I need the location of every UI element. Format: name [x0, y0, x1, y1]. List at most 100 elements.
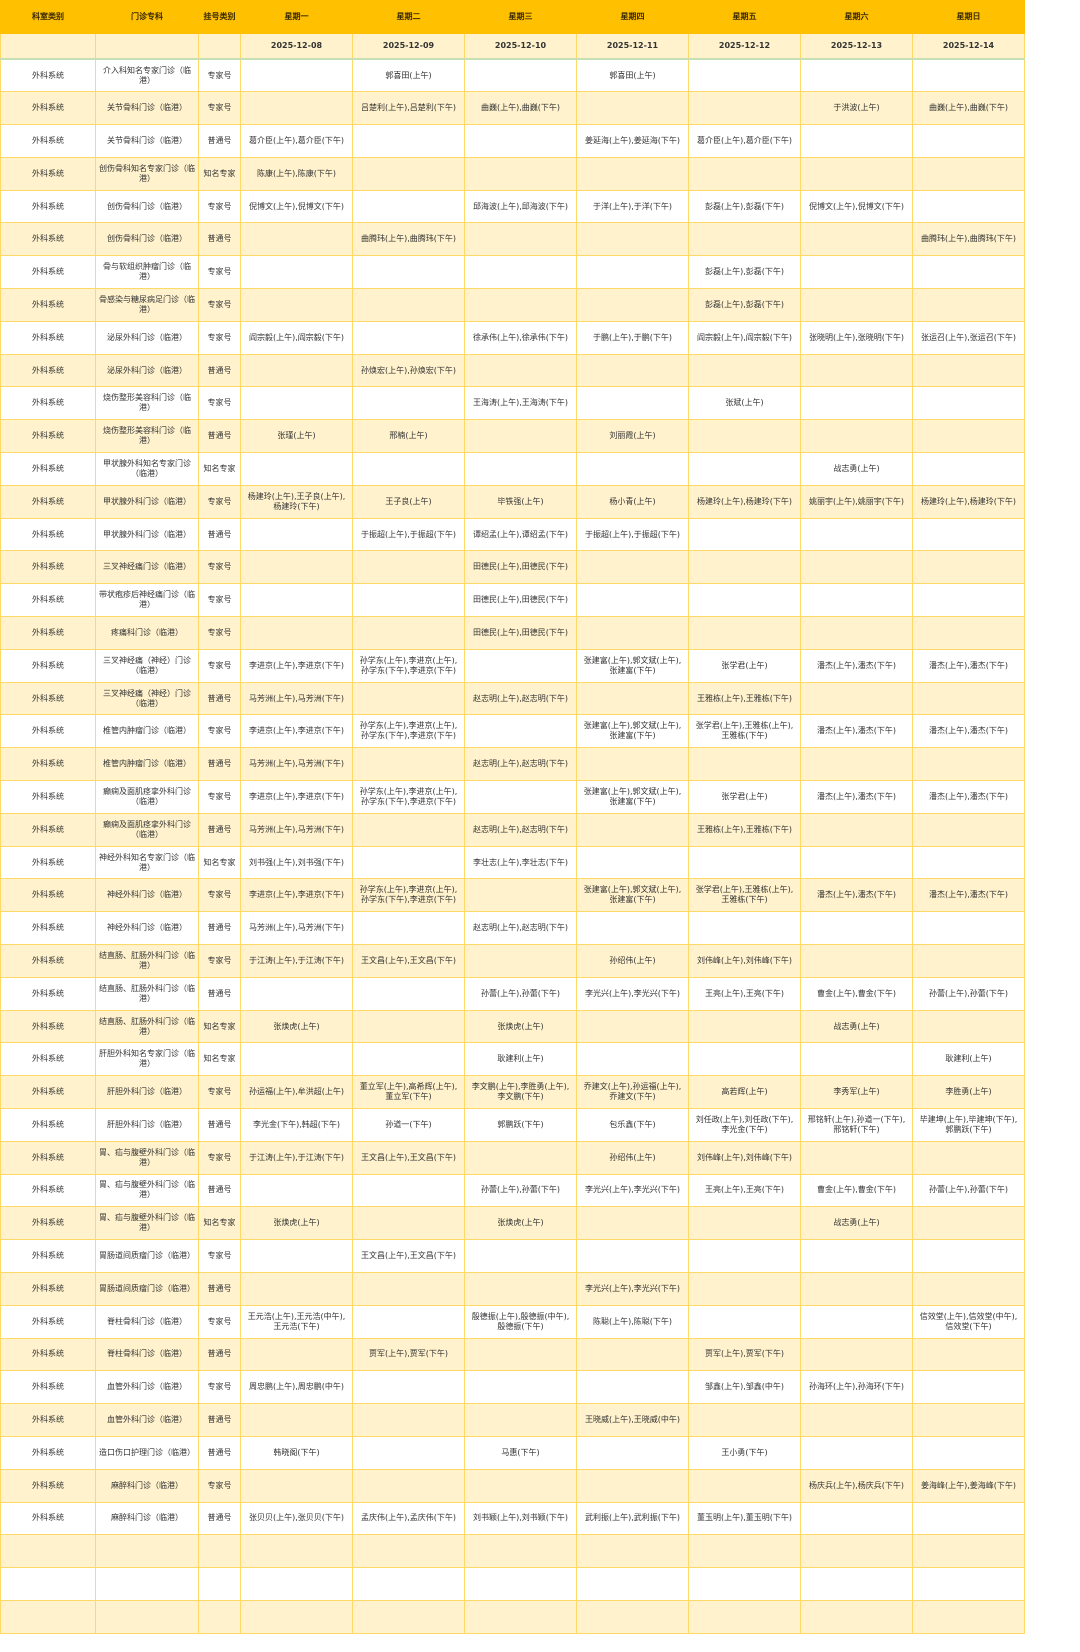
fri-cell[interactable] — [688, 353, 801, 388]
empty-cell[interactable] — [198, 1599, 241, 1634]
thu-cell[interactable]: 张建富(上午),郭文斌(上午),张建富(下午) — [576, 878, 689, 913]
sat-cell[interactable] — [800, 288, 913, 322]
wed-cell[interactable] — [464, 944, 577, 978]
mon-cell[interactable] — [240, 1173, 353, 1208]
mon-cell[interactable]: 李进京(上午),李进京(下午) — [240, 714, 353, 749]
empty-cell[interactable] — [95, 1534, 199, 1569]
department-cell[interactable]: 外科系统 — [0, 386, 96, 421]
tue-cell[interactable] — [352, 288, 465, 322]
thu-cell[interactable] — [576, 1337, 689, 1372]
tue-cell[interactable]: 孟庆伟(上午),孟庆伟(下午) — [352, 1501, 465, 1536]
clinic-cell[interactable]: 神经外科门诊（临港） — [95, 911, 199, 946]
wed-cell[interactable]: 耿建利(上午) — [464, 1042, 577, 1077]
sat-cell[interactable]: 潘杰(上午),潘杰(下午) — [800, 878, 913, 913]
empty-cell[interactable] — [0, 1599, 96, 1634]
thu-cell[interactable]: 李光兴(上午),李光兴(下午) — [576, 976, 689, 1011]
sat-cell[interactable]: 战志勇(上午) — [800, 452, 913, 486]
thu-cell[interactable]: 武利振(上午),武利振(下午) — [576, 1501, 689, 1536]
sat-cell[interactable] — [800, 911, 913, 946]
sat-cell[interactable]: 战志勇(上午) — [800, 1009, 913, 1044]
fri-cell[interactable]: 张学君(上午) — [688, 648, 801, 683]
clinic-cell[interactable]: 脊柱骨科门诊（临港） — [95, 1304, 199, 1339]
clinic-cell[interactable]: 泌尿外科门诊（临港） — [95, 353, 199, 388]
fri-cell[interactable] — [688, 1009, 801, 1044]
department-cell[interactable]: 外科系统 — [0, 845, 96, 880]
wed-cell[interactable] — [464, 1239, 577, 1273]
registration-type-cell[interactable]: 专家号 — [198, 944, 241, 978]
empty-cell[interactable] — [576, 1534, 689, 1569]
department-cell[interactable]: 外科系统 — [0, 1337, 96, 1372]
clinic-cell[interactable]: 创伤骨科门诊（临港） — [95, 189, 199, 224]
tue-cell[interactable]: 贾军(上午),贾军(下午) — [352, 1337, 465, 1372]
clinic-cell[interactable]: 肝胆外科门诊（临港） — [95, 1075, 199, 1109]
sat-cell[interactable] — [800, 1337, 913, 1372]
fri-cell[interactable] — [688, 222, 801, 257]
clinic-cell[interactable]: 麻醉科门诊（临港） — [95, 1501, 199, 1536]
department-cell[interactable]: 外科系统 — [0, 911, 96, 946]
empty-cell[interactable] — [912, 1567, 1025, 1601]
registration-type-cell[interactable]: 专家号 — [198, 714, 241, 749]
wed-cell[interactable] — [464, 353, 577, 388]
fri-cell[interactable] — [688, 1271, 801, 1306]
wed-cell[interactable] — [464, 156, 577, 191]
fri-cell[interactable] — [688, 58, 801, 93]
fri-cell[interactable] — [688, 91, 801, 126]
sun-cell[interactable] — [912, 1271, 1025, 1306]
fri-cell[interactable] — [688, 1468, 801, 1503]
registration-type-cell[interactable]: 普通号 — [198, 124, 241, 158]
department-cell[interactable]: 外科系统 — [0, 714, 96, 749]
tue-cell[interactable] — [352, 1403, 465, 1437]
sun-cell[interactable] — [912, 288, 1025, 322]
registration-type-cell[interactable]: 普通号 — [198, 1501, 241, 1536]
wed-cell[interactable] — [464, 1370, 577, 1405]
tue-cell[interactable] — [352, 583, 465, 618]
wed-cell[interactable]: 徐承伟(上午),徐承伟(下午) — [464, 320, 577, 355]
clinic-cell[interactable]: 烧伤整形美容科门诊（临港） — [95, 419, 199, 454]
wed-cell[interactable] — [464, 419, 577, 454]
sun-cell[interactable]: 孙蕾(上午),孙蕾(下午) — [912, 976, 1025, 1011]
empty-cell[interactable] — [688, 1599, 801, 1634]
thu-cell[interactable] — [576, 1009, 689, 1044]
thu-cell[interactable] — [576, 1206, 689, 1241]
department-cell[interactable]: 外科系统 — [0, 1009, 96, 1044]
department-cell[interactable]: 外科系统 — [0, 550, 96, 585]
mon-cell[interactable]: 王元浩(上午),王元浩(中午),王元浩(下午) — [240, 1304, 353, 1339]
registration-type-cell[interactable]: 普通号 — [198, 747, 241, 782]
sun-cell[interactable]: 曲腾玮(上午),曲腾玮(下午) — [912, 222, 1025, 257]
registration-type-cell[interactable]: 普通号 — [198, 976, 241, 1011]
department-cell[interactable]: 外科系统 — [0, 58, 96, 93]
department-cell[interactable]: 外科系统 — [0, 124, 96, 158]
registration-type-cell[interactable]: 专家号 — [198, 780, 241, 814]
mon-cell[interactable]: 张焕虎(上午) — [240, 1009, 353, 1044]
tue-cell[interactable] — [352, 1468, 465, 1503]
clinic-cell[interactable]: 肝胆外科知名专家门诊（临港） — [95, 1042, 199, 1077]
clinic-cell[interactable]: 肝胆外科门诊（临港） — [95, 1108, 199, 1142]
empty-cell[interactable] — [95, 1567, 199, 1601]
tue-cell[interactable] — [352, 1435, 465, 1470]
wed-cell[interactable] — [464, 1468, 577, 1503]
department-cell[interactable]: 外科系统 — [0, 681, 96, 716]
sun-cell[interactable] — [912, 1337, 1025, 1372]
tue-cell[interactable] — [352, 386, 465, 421]
wed-cell[interactable] — [464, 1271, 577, 1306]
thu-cell[interactable] — [576, 255, 689, 290]
clinic-cell[interactable]: 神经外科门诊（临港） — [95, 878, 199, 913]
thu-cell[interactable] — [576, 845, 689, 880]
fri-cell[interactable]: 杨建玲(上午),杨建玲(下午) — [688, 484, 801, 519]
tue-cell[interactable] — [352, 1370, 465, 1405]
registration-type-cell[interactable]: 专家号 — [198, 189, 241, 224]
department-cell[interactable]: 外科系统 — [0, 1370, 96, 1405]
tue-cell[interactable] — [352, 1271, 465, 1306]
thu-cell[interactable]: 陈聪(上午),陈聪(下午) — [576, 1304, 689, 1339]
clinic-cell[interactable]: 脊柱骨科门诊（临港） — [95, 1337, 199, 1372]
registration-type-cell[interactable]: 普通号 — [198, 911, 241, 946]
mon-cell[interactable]: 杨建玲(上午),王子良(上午),杨建玲(下午) — [240, 484, 353, 519]
registration-type-cell[interactable]: 专家号 — [198, 616, 241, 650]
empty-cell[interactable] — [912, 1599, 1025, 1634]
mon-cell[interactable] — [240, 91, 353, 126]
thu-cell[interactable] — [576, 91, 689, 126]
tue-cell[interactable]: 孙学东(上午),李进京(上午),孙学东(下午),李进京(下午) — [352, 878, 465, 913]
sun-cell[interactable] — [912, 517, 1025, 552]
clinic-cell[interactable]: 麻醉科门诊（临港） — [95, 1468, 199, 1503]
sat-cell[interactable]: 李秀军(上午) — [800, 1075, 913, 1109]
